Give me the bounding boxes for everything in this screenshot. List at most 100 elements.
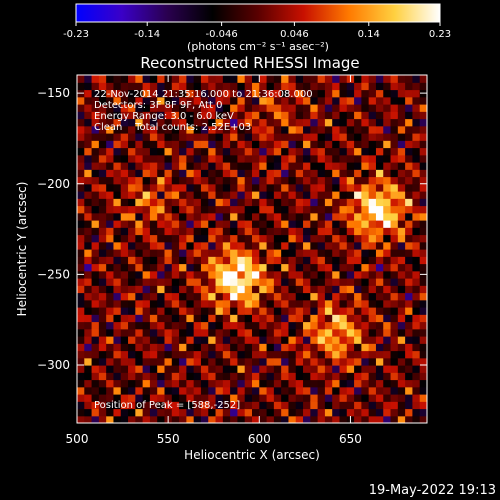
- heatmap-cell: [273, 205, 282, 214]
- heatmap-cell: [193, 328, 202, 337]
- heatmap-cell: [412, 379, 421, 388]
- heatmap-cell: [135, 220, 144, 228]
- heatmap-cell: [77, 169, 85, 178]
- heatmap-cell: [252, 89, 260, 98]
- heatmap-cell: [375, 82, 384, 91]
- heatmap-cell: [339, 401, 348, 410]
- heatmap-cell: [244, 75, 253, 83]
- heatmap-cell: [164, 394, 173, 402]
- heatmap-cell: [419, 365, 427, 373]
- heatmap-cell: [375, 256, 384, 265]
- heatmap-cell: [419, 263, 427, 272]
- y-tick-label: −200: [37, 177, 70, 191]
- heatmap-cell: [200, 365, 209, 373]
- heatmap-cell: [128, 125, 136, 134]
- heatmap-cell: [332, 321, 341, 330]
- heatmap-cell: [91, 314, 100, 323]
- heatmap-cell: [113, 328, 122, 337]
- heatmap-cell: [266, 75, 275, 83]
- heatmap-cell: [339, 408, 348, 417]
- heatmap-cell: [149, 299, 158, 308]
- heatmap-cell: [208, 350, 217, 359]
- heatmap-cell: [317, 415, 326, 423]
- heatmap-cell: [77, 379, 85, 388]
- heatmap-cell: [266, 328, 275, 337]
- heatmap-cell: [200, 394, 209, 402]
- heatmap-cell: [273, 96, 282, 105]
- heatmap-cell: [397, 234, 406, 243]
- heatmap-cell: [149, 263, 158, 272]
- heatmap-cell: [281, 321, 290, 330]
- heatmap-cell: [215, 372, 224, 381]
- heatmap-cell: [405, 350, 414, 359]
- heatmap-cell: [273, 227, 282, 236]
- heatmap-cell: [346, 183, 355, 192]
- heatmap-cell: [128, 270, 136, 279]
- heatmap-cell: [98, 82, 107, 91]
- heatmap-cell: [419, 234, 427, 243]
- heatmap-cell: [383, 285, 392, 294]
- heatmap-cell: [98, 365, 107, 373]
- heatmap-cell: [324, 89, 333, 98]
- heatmap-cell: [149, 365, 158, 373]
- heatmap-cell: [149, 321, 158, 330]
- heatmap-cell: [295, 401, 304, 410]
- heatmap-cell: [303, 183, 311, 192]
- heatmap-cell: [193, 104, 202, 112]
- heatmap-cell: [412, 394, 421, 402]
- heatmap-cell: [339, 386, 348, 395]
- heatmap-cell: [208, 249, 217, 257]
- heatmap-cell: [361, 278, 370, 286]
- heatmap-cell: [383, 234, 392, 243]
- heatmap-cell: [193, 299, 202, 308]
- heatmap-cell: [135, 350, 144, 359]
- heatmap-cell: [113, 176, 122, 185]
- heatmap-cell: [310, 154, 319, 163]
- heatmap-cell: [383, 118, 392, 127]
- heatmap-cell: [128, 314, 136, 323]
- heatmap-cell: [419, 147, 427, 156]
- heatmap-cell: [171, 336, 180, 344]
- heatmap-cell: [98, 343, 107, 352]
- heatmap-cell: [164, 140, 173, 149]
- heatmap-cell: [186, 104, 195, 112]
- heatmap-cell: [412, 154, 421, 163]
- heatmap-cell: [383, 205, 392, 214]
- heatmap-cell: [164, 299, 173, 308]
- heatmap-cell: [339, 176, 348, 185]
- heatmap-cell: [310, 307, 319, 315]
- heatmap-cell: [303, 162, 311, 170]
- heatmap-cell: [405, 176, 414, 185]
- heatmap-cell: [149, 292, 158, 301]
- heatmap-cell: [222, 328, 231, 337]
- heatmap-cell: [135, 285, 144, 294]
- heatmap-cell: [405, 96, 414, 105]
- heatmap-cell: [259, 343, 268, 352]
- heatmap-cell: [354, 249, 362, 257]
- heatmap-cell: [171, 350, 180, 359]
- heatmap-cell: [266, 111, 275, 120]
- heatmap-cell: [375, 220, 384, 228]
- heatmap-cell: [142, 111, 151, 120]
- heatmap-cell: [266, 249, 275, 257]
- heatmap-cell: [303, 198, 311, 207]
- heatmap-cell: [405, 133, 414, 141]
- heatmap-cell: [179, 198, 187, 207]
- heatmap-cell: [266, 256, 275, 265]
- heatmap-cell: [215, 205, 224, 214]
- heatmap-cell: [383, 408, 392, 417]
- heatmap-cell: [128, 394, 136, 402]
- heatmap-cell: [193, 365, 202, 373]
- heatmap-cell: [288, 394, 297, 402]
- heatmap-cell: [354, 198, 362, 207]
- heatmap-cell: [244, 256, 253, 265]
- heatmap-cell: [222, 336, 231, 344]
- heatmap-cell: [113, 357, 122, 366]
- heatmap-cell: [354, 386, 362, 395]
- heatmap-cell: [208, 82, 217, 91]
- heatmap-cell: [230, 278, 239, 286]
- heatmap-cell: [84, 241, 93, 250]
- heatmap-cell: [106, 198, 115, 207]
- heatmap-cell: [113, 111, 122, 120]
- heatmap-cell: [339, 133, 348, 141]
